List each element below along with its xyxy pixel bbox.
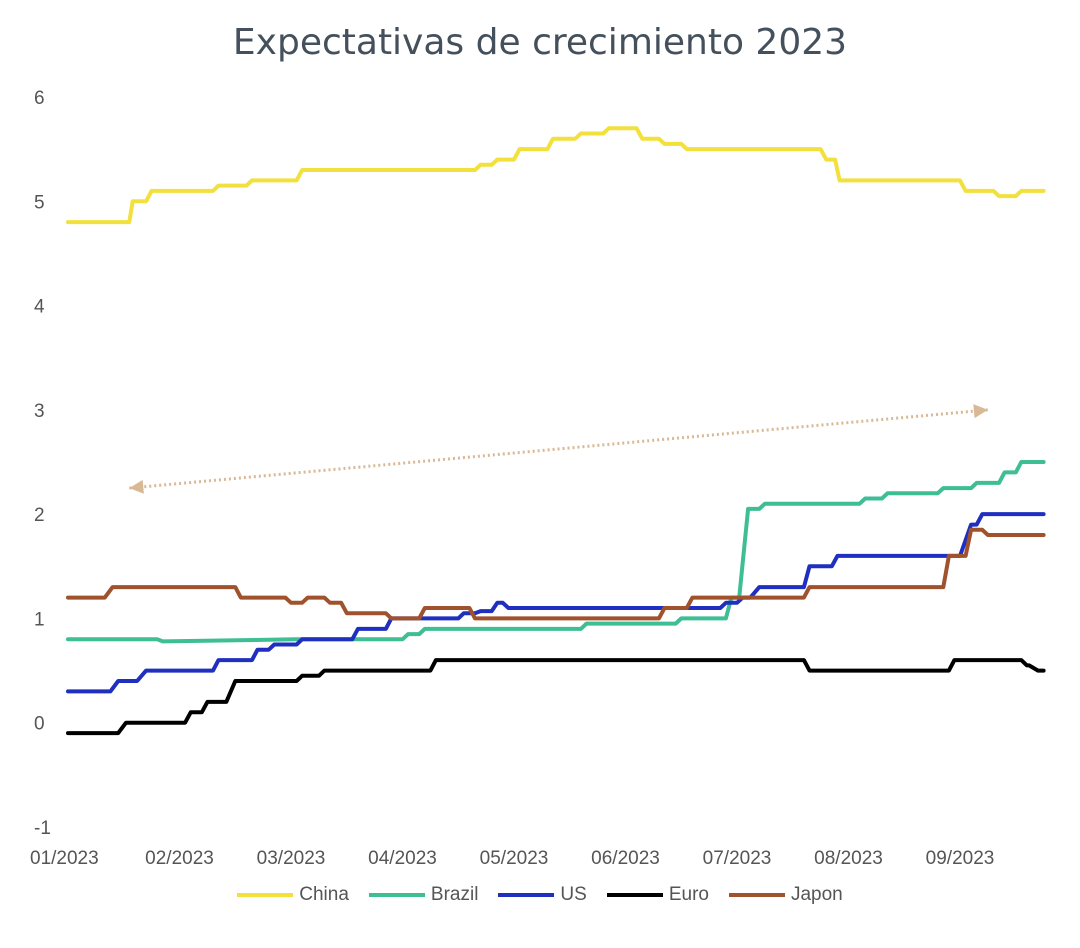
series-layer (66, 126, 1046, 736)
y-tick-label: 3 (34, 401, 45, 422)
legend-swatch (368, 893, 425, 897)
y-tick-label: 2 (34, 505, 45, 526)
legend-label: China (299, 884, 349, 905)
y-tick-label: 4 (34, 297, 45, 318)
legend-swatch (237, 893, 294, 897)
series-line-euro (66, 658, 1046, 736)
chart-title: Expectativas de crecimiento 2023 (232, 22, 848, 63)
y-tick-label: 0 (34, 714, 45, 735)
y-tick-label: 6 (34, 88, 45, 109)
legend-label: Brazil (430, 884, 479, 905)
y-axis-ticks: 6 5 4 3 2 1 0 -1 (34, 88, 51, 839)
x-tick-label: 04/2023 (368, 848, 437, 869)
x-tick-label: 02/2023 (145, 848, 214, 869)
x-tick-label: 03/2023 (257, 848, 326, 869)
legend-item-brazil: Brazil (368, 884, 479, 906)
x-tick-label: 06/2023 (591, 848, 660, 869)
series-line-china (66, 126, 1046, 225)
trend-arrow-line (129, 408, 989, 490)
legend-swatch (498, 893, 555, 897)
legend-label: Euro (668, 884, 709, 905)
legend-swatch (728, 893, 785, 897)
x-tick-label: 09/2023 (926, 848, 995, 869)
y-tick-label: 5 (34, 192, 45, 213)
annotation-layer (129, 404, 989, 494)
legend-item-us: US (498, 884, 587, 906)
arrow-head-left (129, 479, 144, 494)
series-line-japon (66, 527, 1046, 621)
x-axis-ticks: 01/2023 02/2023 03/2023 04/2023 05/2023 06/20… (30, 848, 994, 869)
x-tick-label: 01/2023 (30, 848, 99, 869)
chart-legend: China Brazil US Euro Japon (0, 884, 1080, 906)
y-tick-label: -1 (34, 818, 51, 839)
x-tick-label: 05/2023 (480, 848, 549, 869)
legend-item-euro: Euro (606, 884, 709, 906)
legend-swatch (606, 893, 663, 897)
legend-item-china: China (237, 884, 349, 906)
legend-label: Japon (790, 884, 843, 905)
legend-label: US (560, 884, 587, 905)
series-line-brazil (66, 460, 1046, 644)
arrow-head-right (973, 404, 988, 419)
y-tick-label: 1 (34, 609, 45, 630)
x-tick-label: 08/2023 (814, 848, 883, 869)
x-tick-label: 07/2023 (703, 848, 772, 869)
series-line-us (66, 512, 1046, 694)
legend-item-japon: Japon (728, 884, 843, 906)
